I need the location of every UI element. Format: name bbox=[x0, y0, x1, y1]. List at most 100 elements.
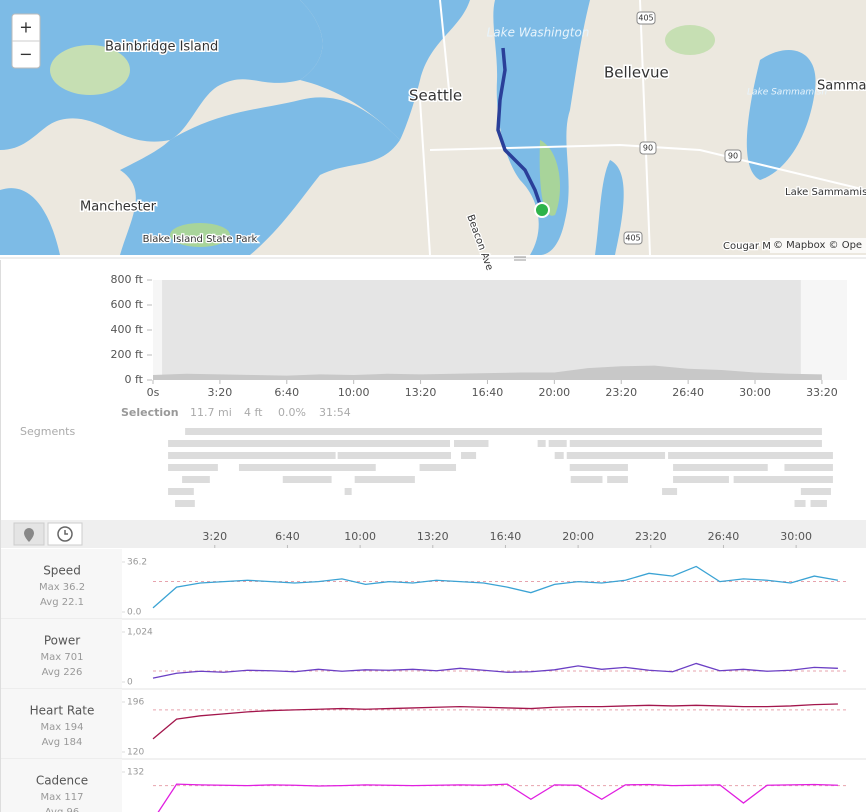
segments-title: Segments bbox=[20, 425, 76, 438]
stream-label-panel bbox=[1, 549, 122, 619]
stream-label-panel bbox=[1, 619, 122, 689]
stream-line bbox=[152, 662, 838, 679]
shield bbox=[639, 141, 657, 155]
segment-bar bbox=[454, 440, 489, 447]
road bbox=[419, 0, 866, 256]
y-tick-label: 120 bbox=[127, 748, 144, 758]
y-tick-label: 0 bbox=[127, 678, 133, 688]
segment-bar bbox=[182, 476, 210, 483]
attribution-bg bbox=[770, 238, 866, 253]
stream-max: Max 194 bbox=[41, 722, 84, 733]
stream-line bbox=[157, 783, 838, 812]
water bbox=[493, 0, 590, 255]
segment-bar bbox=[168, 452, 336, 459]
x-tick-label: 23:20 bbox=[605, 386, 637, 399]
map-label: Lake Sammamish bbox=[747, 88, 827, 98]
segment-bar bbox=[662, 488, 678, 495]
clock-icon bbox=[57, 526, 73, 542]
segment-bar bbox=[168, 440, 450, 447]
stream-avg: Avg 184 bbox=[42, 737, 83, 748]
map-label: Lake Washington bbox=[487, 26, 590, 40]
segment-bar bbox=[175, 500, 195, 507]
map-label: Sammam bbox=[817, 79, 866, 94]
stream-name: Cadence bbox=[36, 774, 88, 788]
map-label: Bellevue bbox=[604, 64, 669, 82]
shield-label: 405 bbox=[625, 234, 640, 243]
segment-bar bbox=[337, 452, 452, 459]
attribution[interactable]: © Mapbox © Ope bbox=[773, 240, 862, 251]
water bbox=[300, 0, 470, 140]
water bbox=[0, 188, 60, 255]
map-label: Lake Sammamish State Park bbox=[785, 187, 866, 198]
zoom-out[interactable]: − bbox=[19, 45, 32, 64]
resize-handle[interactable] bbox=[514, 256, 526, 261]
map-label: Seattle bbox=[409, 87, 462, 105]
stream-max: Max 117 bbox=[41, 792, 84, 803]
water bbox=[595, 160, 624, 255]
zoom-in[interactable]: + bbox=[19, 18, 32, 37]
x-tick-label: 3:20 bbox=[208, 386, 233, 399]
x-tick-label: 26:40 bbox=[708, 530, 740, 543]
y-tick-label: 800 ft bbox=[111, 273, 144, 286]
x-tick-label: 6:40 bbox=[275, 530, 300, 543]
stream-max: Max 701 bbox=[41, 652, 84, 663]
pin-icon bbox=[24, 528, 34, 542]
shield-label: 90 bbox=[728, 152, 738, 161]
segment-bar bbox=[461, 452, 477, 459]
x-tick-label: 6:40 bbox=[274, 386, 299, 399]
segment-bar bbox=[673, 476, 729, 483]
y-tick-label: 36.2 bbox=[127, 558, 147, 568]
x-tick-label: 20:00 bbox=[562, 530, 594, 543]
selection-elevation: 4 ft bbox=[244, 406, 263, 419]
x-tick-label: 33:20 bbox=[806, 386, 838, 399]
x-tick-label: 10:00 bbox=[344, 530, 376, 543]
shield-label: 90 bbox=[643, 144, 653, 153]
y-tick-label: 132 bbox=[127, 768, 144, 778]
segment-bar bbox=[810, 500, 827, 507]
segment-bar bbox=[800, 488, 831, 495]
segment-bar bbox=[554, 452, 564, 459]
segment-bar bbox=[733, 476, 833, 483]
x-tick-label: 0s bbox=[147, 386, 160, 399]
segment-bar bbox=[569, 440, 822, 447]
segment-bar bbox=[168, 464, 218, 471]
segment-bar bbox=[419, 464, 457, 471]
park bbox=[539, 140, 560, 216]
segment-bar bbox=[570, 476, 603, 483]
x-tick-label: 30:00 bbox=[739, 386, 771, 399]
highway-shields: 405 90 90 405 bbox=[623, 11, 742, 245]
water bbox=[120, 97, 400, 255]
x-tick-label: 26:40 bbox=[672, 386, 704, 399]
y-tick-label: 400 ft bbox=[111, 323, 144, 336]
segment-bar bbox=[344, 488, 352, 495]
x-tick-label: 16:40 bbox=[472, 386, 504, 399]
x-tick-label: 20:00 bbox=[538, 386, 570, 399]
stream-avg: Avg 226 bbox=[42, 667, 83, 678]
y-tick-label: 196 bbox=[127, 698, 144, 708]
streams-toolbar bbox=[1, 520, 866, 548]
shield bbox=[623, 231, 643, 245]
x-tick-label: 16:40 bbox=[490, 530, 522, 543]
selection-time: 31:54 bbox=[319, 406, 351, 419]
park bbox=[50, 45, 130, 95]
segment-bar bbox=[566, 452, 666, 459]
route bbox=[496, 47, 544, 211]
segment-bar bbox=[673, 464, 768, 471]
map[interactable]: Bainbridge Island Seattle Lake Washingto… bbox=[0, 0, 866, 273]
segment-bar bbox=[784, 464, 833, 471]
water bbox=[0, 0, 323, 150]
segment-bar bbox=[537, 440, 546, 447]
stream-line bbox=[152, 565, 839, 609]
segment-bar bbox=[569, 464, 628, 471]
route-end bbox=[534, 202, 550, 218]
stream-label-panel bbox=[1, 759, 122, 812]
water bbox=[746, 50, 816, 180]
park bbox=[665, 25, 715, 55]
clock-hands bbox=[64, 530, 68, 535]
map-label: Blake Island State Park bbox=[143, 234, 258, 245]
segment-bar bbox=[185, 428, 822, 435]
stream-name: Speed bbox=[43, 564, 81, 578]
segment-bar bbox=[354, 476, 415, 483]
stream-avg: Avg 96 bbox=[45, 807, 79, 812]
